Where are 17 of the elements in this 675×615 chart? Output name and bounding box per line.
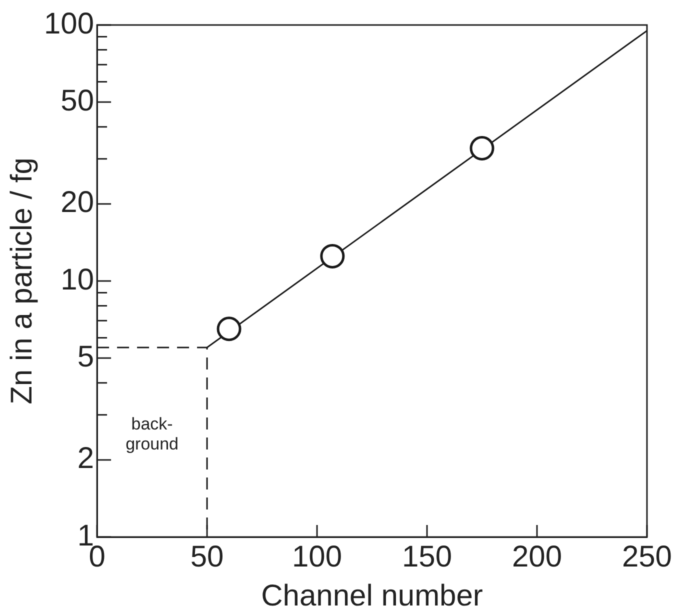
x-tick-label: 200 (512, 540, 562, 574)
y-tick-label: 100 (44, 7, 94, 40)
point (320, 244, 345, 268)
x-tick-label: 250 (622, 540, 672, 574)
annotation: back- ground (126, 414, 179, 454)
y-tick-label: 2 (77, 442, 94, 476)
point (470, 136, 494, 161)
y-axis-title: Zn in a particle / fg (5, 158, 38, 404)
x-axis-title: Channel number (261, 579, 483, 612)
y-tick-label: 20 (60, 186, 94, 220)
y-tick-label: 5 (77, 340, 94, 374)
x-tick-label: 100 (292, 540, 342, 574)
x-tick-label: 50 (190, 540, 224, 574)
x-tick-label: 150 (402, 540, 452, 574)
y-tick-label: 10 (60, 263, 94, 296)
point (216, 316, 242, 342)
y-tick-label: 50 (60, 84, 94, 118)
